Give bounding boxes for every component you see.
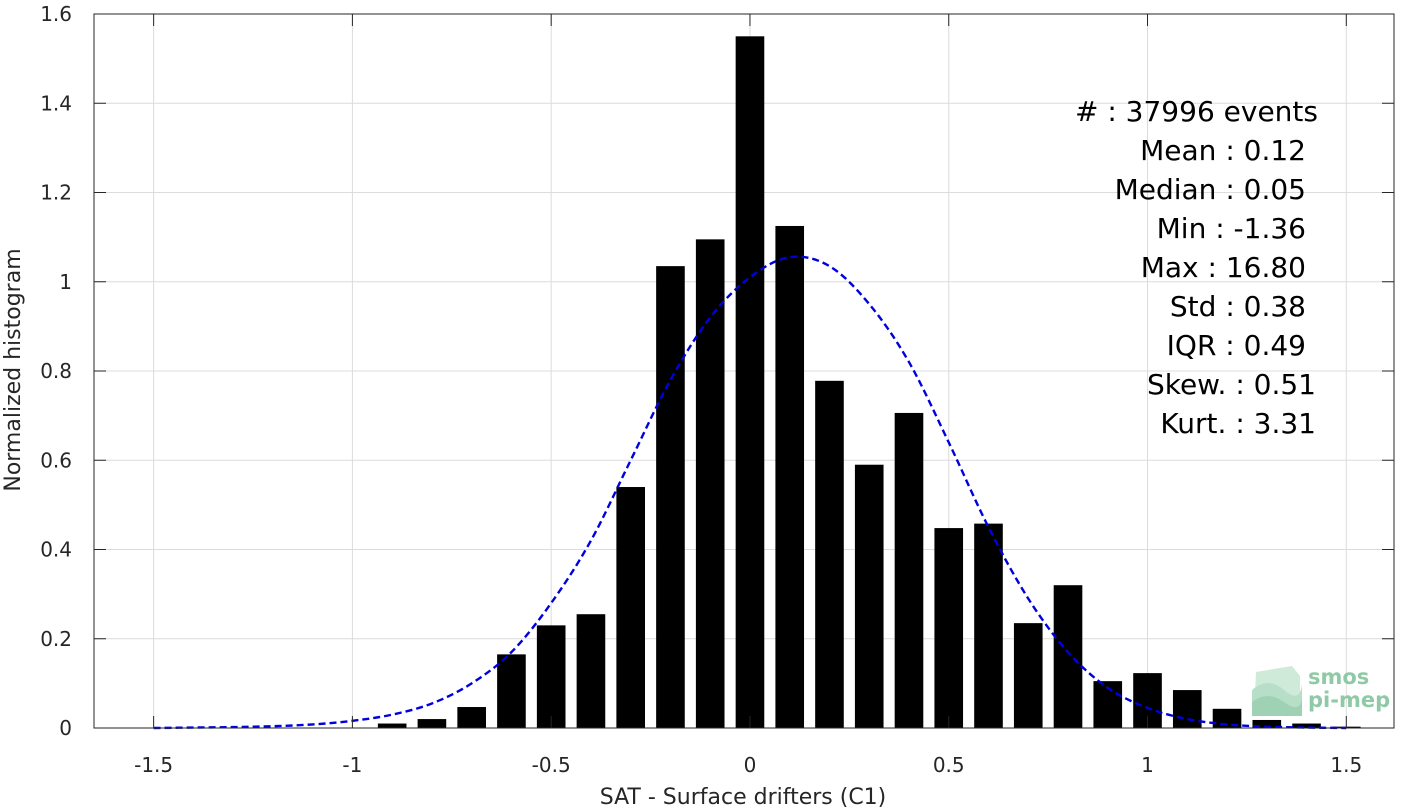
histogram-bars — [377, 36, 1361, 728]
x-tick-label: -1.5 — [134, 753, 173, 777]
stat-line: IQR : 0.49 — [1167, 329, 1306, 362]
histogram-bar — [695, 239, 725, 728]
y-tick-label: 1.6 — [40, 2, 72, 26]
stat-line: Median : 0.05 — [1115, 173, 1306, 206]
x-tick-label: 1 — [1141, 753, 1154, 777]
smos-pi-mep-logo: smos pi-mep — [1252, 665, 1390, 716]
histogram-bar — [1053, 585, 1083, 728]
y-tick-label: 1.4 — [40, 91, 72, 115]
y-tick-label: 0 — [59, 716, 72, 740]
statistics-box: # : 37996 events Mean : 0.12 Median : 0.05… — [1075, 95, 1318, 440]
logo-mark-icon — [1252, 666, 1302, 716]
normal-fit-curve — [153, 255, 1347, 730]
histogram-bar — [1212, 708, 1242, 728]
x-tick-label: -0.5 — [532, 753, 571, 777]
histogram-bar — [497, 654, 526, 728]
x-tick-label: 0.5 — [933, 753, 965, 777]
x-tick-label: 1.5 — [1330, 753, 1362, 777]
histogram-bar — [576, 614, 606, 728]
histogram-bar — [616, 487, 646, 728]
x-tick-label: -1 — [342, 753, 362, 777]
y-tick-label: 1.2 — [40, 181, 72, 205]
x-axis-label: SAT - Surface drifters (C1) — [600, 785, 887, 809]
histogram-bar — [854, 464, 884, 728]
histogram-bar — [536, 625, 566, 728]
y-tick-label: 0.4 — [40, 538, 72, 562]
y-tick-label: 0.8 — [40, 359, 72, 383]
axis-ticks — [94, 13, 1394, 729]
x-tick-label: 0 — [744, 753, 757, 777]
histogram-bar — [1292, 723, 1321, 728]
stat-line: # : 37996 events — [1075, 95, 1318, 128]
histogram-bar — [894, 412, 924, 728]
histogram-bar — [735, 36, 765, 728]
stat-line: Std : 0.38 — [1170, 290, 1306, 323]
histogram-bar — [656, 266, 685, 728]
histogram-bar — [775, 225, 805, 728]
stat-line: Kurt. : 3.31 — [1160, 407, 1316, 440]
stat-line: Max : 16.80 — [1141, 251, 1306, 284]
logo-line1: smos — [1308, 665, 1369, 689]
stat-line: Skew. : 0.51 — [1147, 368, 1316, 401]
logo-line2: pi-mep — [1308, 688, 1390, 712]
histogram-bar — [377, 723, 407, 728]
y-tick-label: 0.6 — [40, 448, 72, 472]
x-tick-labels: -1.5 -1 -0.5 0 0.5 1 1.5 — [134, 753, 1362, 777]
stat-line: Min : -1.36 — [1157, 212, 1306, 245]
histogram-bar — [457, 707, 486, 728]
histogram-bar — [1172, 690, 1202, 728]
histogram-bar — [1013, 623, 1043, 728]
stat-line: Mean : 0.12 — [1140, 134, 1306, 167]
histogram-bar — [934, 528, 964, 728]
histogram-bar — [815, 380, 844, 728]
histogram-bar — [974, 523, 1003, 728]
y-axis-label: Normalized histogram — [1, 248, 26, 491]
histogram-bar — [417, 719, 447, 728]
histogram-bar — [1252, 719, 1282, 728]
y-tick-label: 0.2 — [40, 627, 72, 651]
y-tick-labels: 0 0.2 0.4 0.6 0.8 1 1.2 1.4 1.6 — [40, 2, 72, 740]
y-tick-label: 1 — [59, 270, 72, 294]
